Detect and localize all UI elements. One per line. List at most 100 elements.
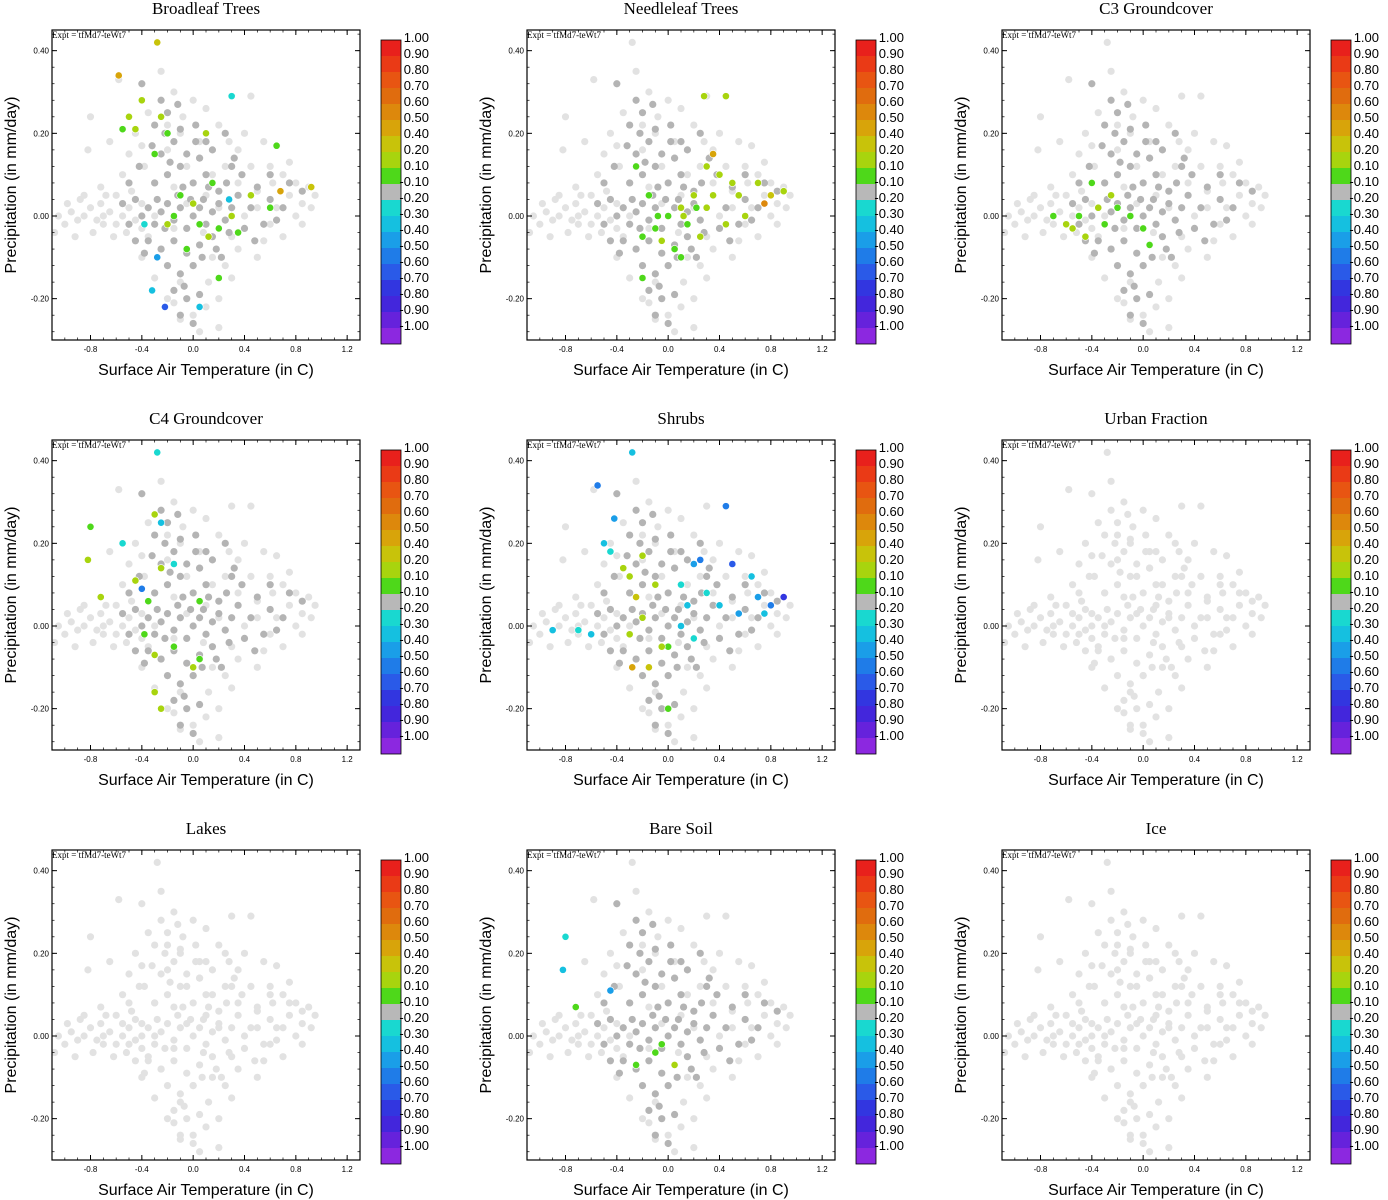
background-point: [1248, 610, 1256, 618]
background-point-dark: [195, 974, 204, 982]
background-point-dark: [1162, 245, 1170, 253]
y-tick-label: 0.40: [508, 457, 524, 466]
background-point-dark: [148, 552, 156, 560]
highlight-point: [247, 191, 255, 200]
background-point: [189, 721, 197, 729]
background-point: [1120, 498, 1128, 506]
colorbar-swatch: [381, 722, 401, 738]
background-point: [638, 295, 647, 303]
background-point: [1075, 150, 1083, 158]
background-point-dark: [151, 999, 159, 1007]
background-point-dark: [1142, 958, 1150, 966]
highlight-point: [654, 212, 662, 220]
background-point: [696, 982, 704, 991]
background-point: [1165, 531, 1173, 539]
background-point: [1248, 630, 1256, 638]
background-point: [138, 1020, 146, 1028]
highlight-point: [779, 593, 788, 601]
y-tick-label: -0.20: [981, 1115, 1000, 1124]
colorbar-label: 0.60: [879, 504, 904, 519]
highlight-point: [148, 286, 156, 295]
highlight-point: [276, 187, 285, 196]
colorbar-swatch: [856, 988, 876, 1004]
background-point-dark: [638, 200, 647, 208]
background-point: [253, 253, 261, 261]
x-tick-label: 0.8: [290, 1165, 302, 1174]
background-point: [1024, 626, 1032, 634]
background-point: [260, 958, 268, 966]
background-point: [1088, 634, 1096, 643]
colorbar-label: -0.80: [1349, 286, 1379, 301]
colorbar-swatch: [856, 1068, 876, 1084]
background-point: [140, 982, 148, 991]
colorbar-label: 0.50: [404, 520, 429, 535]
highlight-point: [779, 187, 788, 196]
background-point-dark: [645, 958, 653, 966]
background-point-dark: [1139, 262, 1147, 270]
colorbar-label: 0.50: [1354, 520, 1379, 535]
colorbar-label: -0.30: [399, 616, 429, 631]
background-point-dark: [658, 705, 666, 713]
background-point-dark: [1222, 626, 1231, 634]
highlight-point: [157, 704, 165, 713]
highlight-point: [548, 626, 557, 635]
background-point-dark: [593, 200, 602, 208]
colorbar-swatch: [381, 738, 401, 754]
background-point: [1052, 191, 1060, 199]
highlight-point: [114, 71, 123, 80]
background-point: [279, 171, 287, 179]
background-point-dark: [1178, 982, 1186, 991]
background-point: [106, 208, 114, 216]
y-tick-label: 0.40: [983, 47, 999, 56]
background-point: [1184, 245, 1192, 253]
colorbar-frame: [1330, 859, 1352, 1165]
background-point-dark: [140, 659, 148, 667]
background-point: [602, 187, 611, 195]
background-point: [221, 572, 229, 581]
colorbar-swatch: [1331, 498, 1351, 514]
colorbar-label: -0.60: [399, 1074, 429, 1089]
highlight-point: [195, 597, 204, 606]
colorbar-swatch: [381, 514, 401, 530]
colorbar: 1.000.900.800.700.600.500.400.200.10-0.1…: [1330, 850, 1379, 1165]
background-point: [1145, 1148, 1154, 1156]
background-point: [1056, 618, 1064, 626]
background-point-dark: [636, 949, 644, 957]
background-point: [84, 146, 92, 154]
background-point-dark: [705, 974, 713, 982]
background-point: [272, 204, 281, 212]
colorbar-label: 1.00: [404, 850, 429, 865]
background-point-dark: [163, 1082, 172, 1090]
background-point: [1113, 1115, 1122, 1123]
colorbar-label: 0.10: [1354, 158, 1379, 173]
background-point-dark: [151, 630, 159, 638]
background-point: [115, 486, 123, 494]
background-point: [1235, 158, 1244, 166]
background-point: [658, 982, 666, 991]
background-point-dark: [180, 282, 188, 290]
background-point-dark: [176, 1024, 184, 1032]
background-point-dark: [166, 158, 174, 166]
colorbar-swatch: [856, 1004, 876, 1020]
colorbar-swatch: [381, 956, 401, 972]
background-point-dark: [1126, 204, 1134, 212]
background-point-dark: [628, 1015, 636, 1024]
colorbar-swatch: [856, 578, 876, 594]
background-point-dark: [1180, 154, 1188, 162]
background-point: [1021, 233, 1029, 241]
background-point-dark: [1126, 125, 1134, 133]
background-point: [638, 705, 647, 713]
x-tick-label: 1.2: [1292, 345, 1304, 354]
background-point: [1248, 1040, 1256, 1048]
colorbar-swatch: [381, 104, 401, 120]
background-point: [1197, 162, 1205, 170]
background-point: [1120, 1119, 1128, 1127]
background-point-dark: [1101, 589, 1109, 597]
background-point-dark: [221, 129, 229, 137]
background-point-dark: [1210, 220, 1218, 228]
experiment-label: Expt = tfMd7-teWt7: [527, 440, 602, 450]
highlight-point: [140, 220, 149, 229]
background-point-dark: [260, 220, 268, 228]
background-point-dark: [202, 171, 210, 179]
colorbar-label: 0.60: [1354, 504, 1379, 519]
